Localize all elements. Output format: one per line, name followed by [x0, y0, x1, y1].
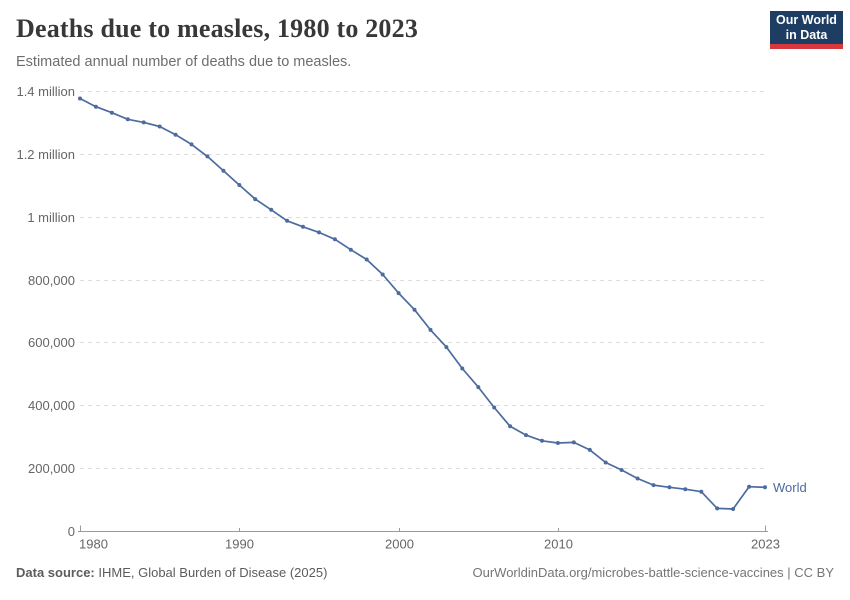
svg-text:600,000: 600,000	[28, 335, 75, 350]
data-source-label: Data source:	[16, 565, 95, 580]
chart-footer: Data source: IHME, Global Burden of Dise…	[16, 565, 834, 580]
data-source-text: IHME, Global Burden of Disease (2025)	[94, 565, 328, 580]
chart-subtitle: Estimated annual number of deaths due to…	[16, 54, 352, 70]
owid-logo[interactable]: Our World in Data	[770, 11, 843, 49]
owid-logo-line1: Our World	[776, 12, 837, 27]
chart-header: Deaths due to measles, 1980 to 2023 Esti…	[16, 11, 843, 70]
svg-text:1.2 million: 1.2 million	[16, 147, 75, 162]
svg-text:World: World	[773, 480, 807, 495]
svg-text:1980: 1980	[79, 537, 108, 552]
svg-text:2000: 2000	[385, 537, 414, 552]
data-source: Data source: IHME, Global Burden of Dise…	[16, 565, 327, 580]
attribution-link[interactable]: OurWorldinData.org/microbes-battle-scien…	[472, 565, 835, 580]
svg-text:1 million: 1 million	[27, 210, 75, 225]
owid-logo-line2: in Data	[785, 27, 828, 42]
svg-text:1.4 million: 1.4 million	[16, 84, 75, 99]
svg-text:800,000: 800,000	[28, 273, 75, 288]
svg-text:0: 0	[68, 524, 75, 539]
page-title: Deaths due to measles, 1980 to 2023	[16, 14, 419, 43]
svg-text:2023: 2023	[751, 537, 780, 552]
svg-text:400,000: 400,000	[28, 398, 75, 413]
svg-text:2010: 2010	[544, 537, 573, 552]
svg-text:1990: 1990	[225, 537, 254, 552]
svg-text:200,000: 200,000	[28, 461, 75, 476]
